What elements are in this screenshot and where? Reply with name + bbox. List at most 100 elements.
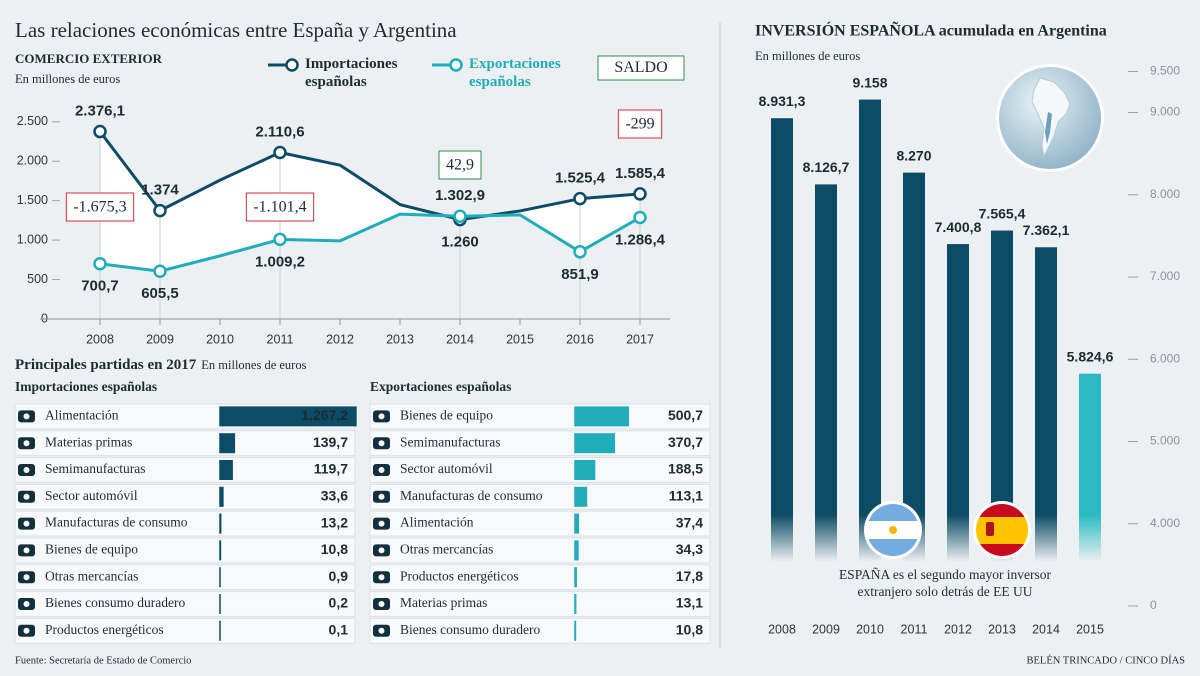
x-tick-label: 2011	[267, 332, 294, 346]
category-label: Alimentación	[45, 407, 119, 422]
bar	[771, 118, 793, 606]
legend-marker	[449, 58, 463, 72]
category-label: Manufacturas de consumo	[400, 488, 543, 503]
category-label: Bienes consumo duradero	[45, 595, 185, 610]
x-tick-label: 2011	[901, 622, 928, 636]
row-bg	[14, 537, 356, 564]
value-label: 1.286,4	[615, 231, 666, 248]
value-label: 8.931,3	[759, 93, 806, 109]
legend-label: Exportaciones españolas	[469, 56, 561, 90]
y-tick-label: 2.500	[17, 114, 48, 128]
bar	[220, 486, 224, 507]
value-label: 1.374	[141, 182, 179, 199]
bar	[575, 594, 577, 614]
saldo-label: -1.675,3	[73, 199, 126, 216]
y-tick-label: 5.000	[1150, 434, 1180, 448]
row-bg	[14, 483, 356, 510]
value-label: 113,1	[669, 488, 703, 504]
value-label: 13,1	[676, 595, 703, 611]
y-tick-label: 4.000	[1150, 516, 1180, 530]
row-bg	[369, 403, 711, 430]
row-bg	[14, 510, 356, 537]
category-label: Bienes de equipo	[400, 407, 493, 422]
saldo-label: -299	[625, 116, 654, 133]
point	[633, 210, 647, 225]
value-label: 500,7	[668, 407, 703, 423]
value-label: 851,9	[561, 266, 599, 283]
category-label: Materias primas	[45, 434, 132, 449]
y-tick-label: 9.000	[1150, 105, 1180, 119]
value-label: 1.009,2	[255, 253, 305, 270]
value-label: 188,5	[668, 461, 703, 477]
flag-spain	[973, 501, 1031, 559]
gap-area	[100, 131, 640, 272]
value-label: 700,7	[81, 278, 119, 295]
legend-marker	[285, 58, 299, 72]
x-tick-label: 2012	[326, 332, 354, 346]
legend-label: Importaciones españolas	[305, 56, 398, 90]
value-label: 139,7	[313, 434, 348, 450]
chart-subtitle: En millones de euros	[15, 72, 120, 86]
chart-title: COMERCIO EXTERIOR	[15, 51, 163, 66]
icon	[23, 440, 30, 447]
value-label: 1.302,9	[435, 187, 485, 204]
bar	[575, 433, 615, 454]
value-label: 605,5	[141, 285, 179, 302]
bar	[575, 460, 596, 480]
row-bg	[369, 430, 711, 457]
y-tick-label: 6.000	[1150, 351, 1180, 365]
icon	[378, 627, 385, 634]
value-label: 13,2	[321, 514, 348, 530]
icon	[23, 601, 30, 607]
value-label: 8.126,7	[803, 159, 850, 175]
value-label: 2.376,1	[75, 103, 125, 120]
value-label: 119,7	[314, 461, 348, 477]
value-label: 1.525,4	[555, 170, 606, 187]
point	[273, 145, 287, 160]
row-bg	[14, 564, 356, 591]
bar	[575, 540, 579, 561]
category-label: Materias primas	[400, 595, 487, 610]
y-tick-label: 500	[27, 272, 48, 286]
bar	[575, 620, 577, 641]
y-tick-label: 1.000	[17, 232, 48, 246]
flag-argentina	[864, 501, 922, 559]
category-label: Semimanufacturas	[45, 461, 145, 476]
icon	[23, 627, 30, 634]
credit: BELÉN TRINCADO / CINCO DÍAS	[1027, 654, 1186, 666]
x-tick-label: 2014	[446, 332, 474, 346]
value-label: 1.260	[441, 234, 479, 251]
y-tick-label: 0	[1150, 598, 1157, 612]
icon	[378, 493, 385, 500]
category-label: Productos energéticos	[400, 568, 519, 583]
value-label: 0,2	[329, 595, 349, 611]
bar	[575, 567, 577, 588]
value-label: 2.110,6	[255, 123, 304, 140]
point	[273, 232, 287, 247]
saldo-label: 42,9	[446, 157, 474, 174]
y-tick-label: 7.000	[1150, 269, 1180, 283]
category-label: Manufacturas de consumo	[45, 515, 188, 530]
row-bg	[369, 537, 711, 564]
bar	[859, 99, 881, 607]
point	[153, 264, 167, 278]
value-label: 34,3	[676, 541, 703, 557]
row-bg	[369, 564, 711, 591]
bar	[815, 184, 837, 607]
bar	[220, 513, 222, 534]
y-tick-label: 2.000	[17, 154, 48, 168]
x-tick-label: 2008	[768, 622, 796, 636]
value-label: 17,8	[676, 568, 703, 584]
value-label: 7.400,8	[935, 219, 982, 235]
value-label: 7.565,4	[979, 205, 1026, 221]
icon	[23, 520, 30, 527]
value-label: 1.267,2	[301, 407, 348, 423]
row-bg	[369, 510, 711, 537]
category-label: Alimentación	[400, 515, 474, 530]
icon	[378, 413, 385, 420]
source: Fuente: Secretaría de Estado de Comercio	[15, 655, 191, 666]
x-tick-label: 2010	[856, 622, 884, 636]
x-tick-label: 2012	[944, 622, 972, 636]
series-line	[98, 130, 641, 222]
